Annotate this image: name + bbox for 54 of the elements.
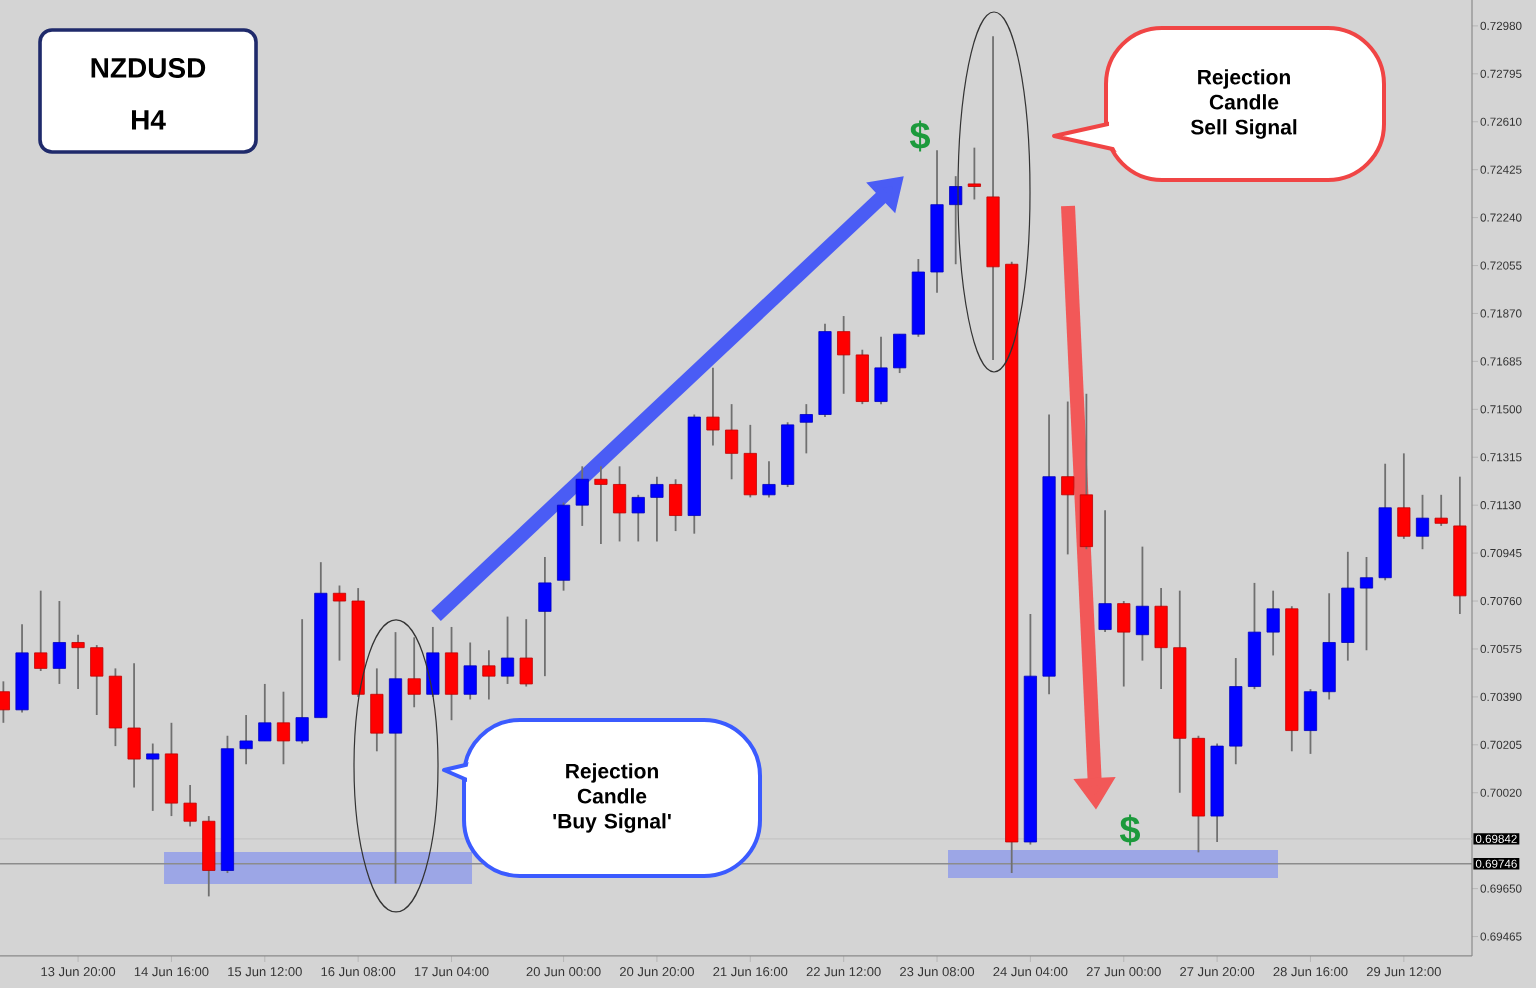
candlestick [1266, 589, 1280, 657]
candlestick [239, 714, 253, 766]
annotation: $ [1119, 814, 1141, 846]
candlestick [1098, 509, 1112, 634]
candlestick [276, 690, 291, 766]
candlestick [500, 615, 515, 685]
candlestick [519, 618, 533, 688]
text: H4 [132, 110, 166, 130]
candlestick [1434, 493, 1448, 527]
candlestick [1154, 587, 1168, 691]
candlestick [332, 584, 347, 662]
candlestick [127, 662, 141, 789]
candlestick [1303, 688, 1318, 755]
candlestick [949, 175, 963, 266]
candlestick [799, 403, 813, 455]
candlestick [370, 667, 384, 753]
text: NZDUSD [91, 58, 206, 78]
candlestick [669, 478, 683, 532]
candlestick [482, 649, 496, 701]
candlestick [1135, 545, 1149, 662]
candlestick [1415, 493, 1430, 551]
candlestick [1359, 556, 1374, 652]
candlestick [295, 618, 309, 745]
candlestick [146, 742, 160, 812]
candlestick [762, 460, 776, 499]
candlestick [650, 475, 664, 543]
candlestick [444, 626, 459, 722]
candlestick [874, 335, 888, 406]
candlestick [967, 146, 981, 201]
candlestick [90, 644, 104, 716]
candlestick [1117, 600, 1131, 688]
annotation: $ [909, 120, 931, 152]
candlestick [1397, 452, 1411, 540]
candlestick [258, 683, 272, 742]
candlestick [538, 556, 552, 678]
candlestick [613, 465, 627, 543]
candlestick [71, 633, 85, 691]
candlestick [725, 403, 739, 481]
candlestick [743, 423, 757, 499]
candlestick [855, 348, 869, 406]
candlestick [407, 636, 421, 709]
candlestick [631, 493, 645, 543]
candlestick [575, 465, 589, 527]
candlestick [183, 784, 197, 828]
annotation: Rejection Candle 'Buy Signal' [553, 763, 671, 833]
candlestick [706, 366, 720, 447]
candlestick [1061, 400, 1075, 556]
candlestick [893, 333, 907, 374]
candlestick [837, 315, 851, 395]
candlestick [34, 589, 48, 672]
candlestick [594, 465, 608, 545]
candlestick [463, 641, 477, 701]
candlestick [52, 600, 66, 685]
annotation: Rejection Candle Sell Signal [1190, 69, 1297, 139]
